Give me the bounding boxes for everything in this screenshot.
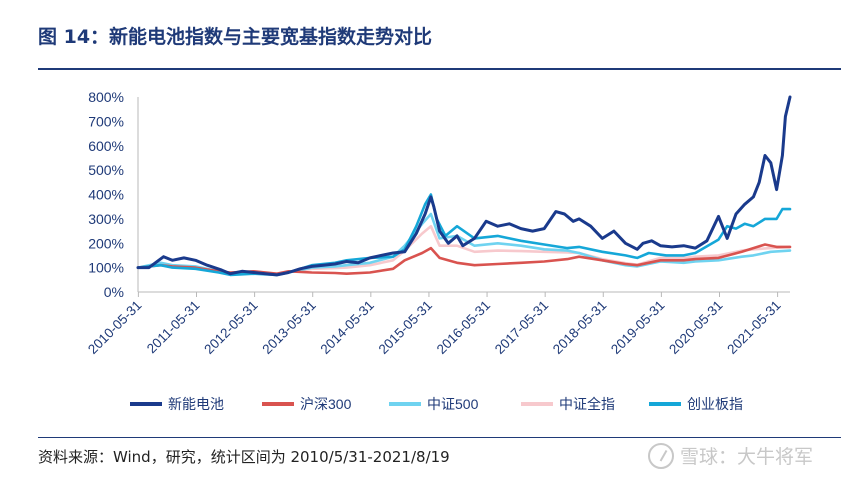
y-tick-label: 400% — [88, 187, 124, 203]
x-axis: 2010-05-31 2011-05-312012-05-312013-05-31… — [85, 291, 790, 357]
legend: 新能电池 沪深300 中证500 中证全指 创业板指 — [130, 396, 743, 412]
x-tick-label: 2016-05-31 — [434, 298, 493, 357]
x-tick-label: 2021-05-31 — [724, 298, 783, 357]
x-tick-label: 2019-05-31 — [608, 298, 667, 357]
legend-label: 创业板指 — [687, 396, 743, 412]
line-chart: 0% 100% 200% 300% 400% 500% 600% 700% 800% 2010-… — [85, 89, 792, 412]
series-line-0 — [136, 95, 792, 277]
footer-divider — [38, 437, 841, 438]
x-tick-label: 2014-05-31 — [318, 298, 377, 357]
legend-label: 中证500 — [427, 396, 479, 412]
y-tick-label: 300% — [88, 211, 124, 227]
figure-title: 图 14：新能电池指数与主要宽基指数走势对比 — [38, 26, 433, 48]
legend-label: 沪深300 — [300, 396, 352, 412]
y-tick-label: 600% — [88, 138, 124, 154]
watermark: 雪球：大牛将军 — [648, 442, 813, 469]
legend-label: 新能电池 — [168, 396, 224, 412]
y-tick-label: 700% — [88, 113, 124, 129]
x-tick-label: 2012-05-31 — [201, 298, 260, 357]
y-axis: 0% 100% 200% 300% 400% 500% 600% 700% 800% — [88, 89, 139, 300]
watermark-text: 雪球：大牛将军 — [680, 446, 814, 468]
y-tick-label: 100% — [88, 260, 124, 276]
source-note: 资料来源：Wind，研究，统计区间为 2010/5/31-2021/8/19 — [38, 448, 450, 466]
x-tick-label: 2017-05-31 — [492, 298, 551, 357]
x-tick-label: 2018-05-31 — [550, 298, 609, 357]
x-tick-label: 2015-05-31 — [376, 298, 435, 357]
x-tick-label: 2010-05-31 — [85, 298, 144, 357]
y-tick-label: 800% — [88, 89, 124, 105]
x-tick-label: 2020-05-31 — [666, 298, 725, 357]
legend-label: 中证全指 — [559, 396, 615, 412]
title-divider — [38, 68, 841, 70]
snowball-logo-icon — [648, 442, 674, 469]
y-tick-label: 200% — [88, 235, 124, 251]
x-tick-label: 2011-05-31 — [144, 298, 203, 357]
y-tick-label: 500% — [88, 162, 124, 178]
y-tick-label: 0% — [104, 284, 124, 300]
series-line-3 — [136, 224, 792, 276]
x-tick-label: 2013-05-31 — [259, 298, 318, 357]
series-lines — [136, 95, 792, 277]
